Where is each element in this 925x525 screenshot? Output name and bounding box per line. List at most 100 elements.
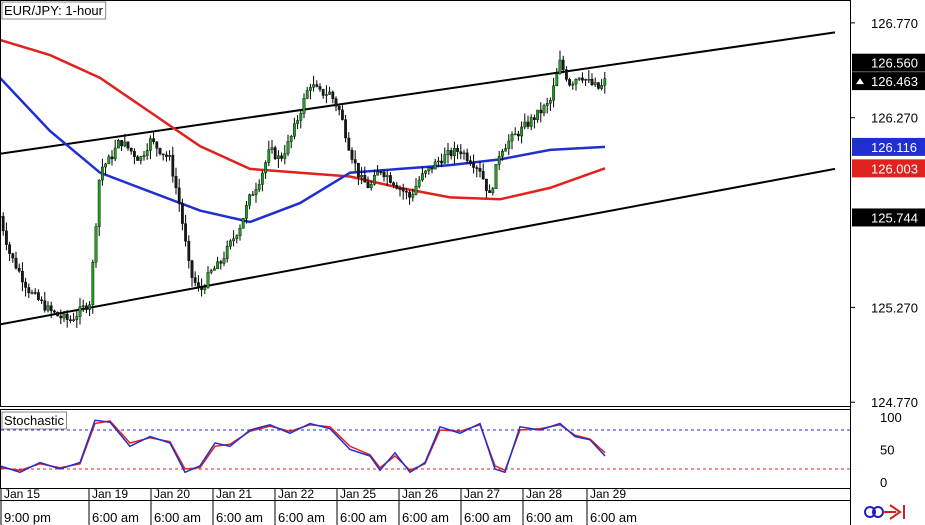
stochastic-tick-label: 0	[880, 475, 887, 490]
candle-body	[152, 138, 155, 143]
candle-body	[558, 59, 562, 74]
candle-body	[385, 175, 389, 178]
date-label: Jan 28	[526, 487, 562, 501]
candle-body	[577, 77, 581, 80]
candle-body	[513, 133, 517, 136]
candle-body	[517, 133, 520, 137]
candle-body	[469, 160, 472, 164]
price-tick-label: 124.770	[871, 395, 918, 410]
candle-body	[353, 159, 357, 164]
price-panel	[0, 31, 836, 328]
candle-body	[56, 312, 60, 317]
candle-body	[264, 162, 267, 174]
date-label: Jan 19	[92, 487, 128, 501]
candle-body	[168, 154, 171, 157]
candle-body	[497, 156, 501, 165]
candle-body	[395, 184, 399, 189]
price-marker-label: 126.463	[871, 74, 918, 89]
candle-body	[177, 187, 181, 204]
chart-title-box	[1, 1, 107, 20]
candle-body	[341, 109, 344, 120]
candle-body	[100, 166, 104, 181]
candle-body	[289, 136, 293, 142]
candle-body	[81, 305, 85, 307]
candle-body	[536, 109, 540, 120]
candle-body	[132, 150, 136, 157]
candle-body	[597, 82, 600, 89]
price-marker-label: 126.560	[871, 56, 918, 71]
stochastic-title-box	[1, 411, 67, 430]
candle-body	[14, 257, 18, 269]
candle-body	[17, 267, 21, 272]
candle-body	[510, 134, 514, 142]
date-label: Jan 21	[216, 487, 252, 501]
price-marker-label: 126.116	[871, 140, 917, 155]
candle-body	[123, 141, 127, 147]
candle-body	[78, 306, 82, 317]
candle-body	[193, 277, 197, 283]
candle-body	[555, 73, 559, 87]
candle-body	[107, 156, 111, 165]
candle-body	[11, 253, 15, 259]
candle-body	[257, 184, 261, 190]
candle-body	[366, 182, 370, 188]
candle-body	[4, 230, 8, 245]
date-label: Jan 25	[340, 487, 376, 501]
candle-body	[481, 171, 485, 180]
candle-body	[180, 203, 184, 224]
candle-body	[507, 140, 511, 149]
candle-body	[94, 226, 98, 263]
candle-body	[53, 310, 56, 313]
time-label: 6:00 am	[216, 510, 263, 525]
candle-body	[116, 140, 120, 149]
candle-body	[478, 168, 482, 172]
candle-body	[325, 94, 328, 96]
candle-body	[449, 150, 453, 157]
candle-body	[427, 167, 431, 172]
candle-body	[417, 179, 421, 187]
current-price-arrow-icon	[856, 78, 864, 85]
candle-body	[373, 175, 376, 185]
candle-body	[350, 149, 354, 160]
candle-body	[379, 171, 383, 173]
arrow-icon[interactable]	[883, 504, 905, 520]
candle-body	[526, 121, 530, 127]
footer-icons	[864, 504, 905, 520]
candle-body	[315, 84, 319, 87]
candle-body	[328, 91, 331, 95]
candle-body	[523, 121, 527, 128]
candle-body	[389, 175, 392, 183]
candle-body	[21, 270, 24, 283]
time-label: 6:00 am	[590, 510, 637, 525]
candle-body	[212, 268, 216, 271]
candle-body	[312, 84, 315, 88]
candle-body	[574, 79, 578, 85]
candle-body	[321, 89, 325, 96]
candle-body	[584, 79, 588, 81]
candle-body	[148, 138, 152, 151]
candle-body	[440, 160, 443, 164]
candle-body	[261, 172, 264, 185]
candle-body	[244, 205, 248, 219]
date-label: Jan 27	[464, 487, 500, 501]
candle-body	[382, 171, 386, 178]
candle-body	[225, 246, 229, 259]
candle-body	[357, 162, 360, 178]
time-label: 6:00 am	[526, 510, 573, 525]
candle-body	[456, 148, 459, 152]
candle-body	[174, 176, 178, 189]
price-marker-box	[852, 72, 925, 91]
candle-body	[302, 98, 306, 114]
candle-body	[84, 305, 88, 310]
candle-body	[593, 82, 597, 85]
candle-body	[97, 179, 101, 227]
candle-body	[360, 175, 363, 178]
price-marker-label: 125.744	[871, 210, 918, 225]
candle-body	[539, 109, 543, 114]
candle-body	[504, 148, 507, 152]
candle-body	[113, 147, 117, 160]
candle-body	[401, 188, 405, 192]
candle-body	[33, 292, 37, 294]
